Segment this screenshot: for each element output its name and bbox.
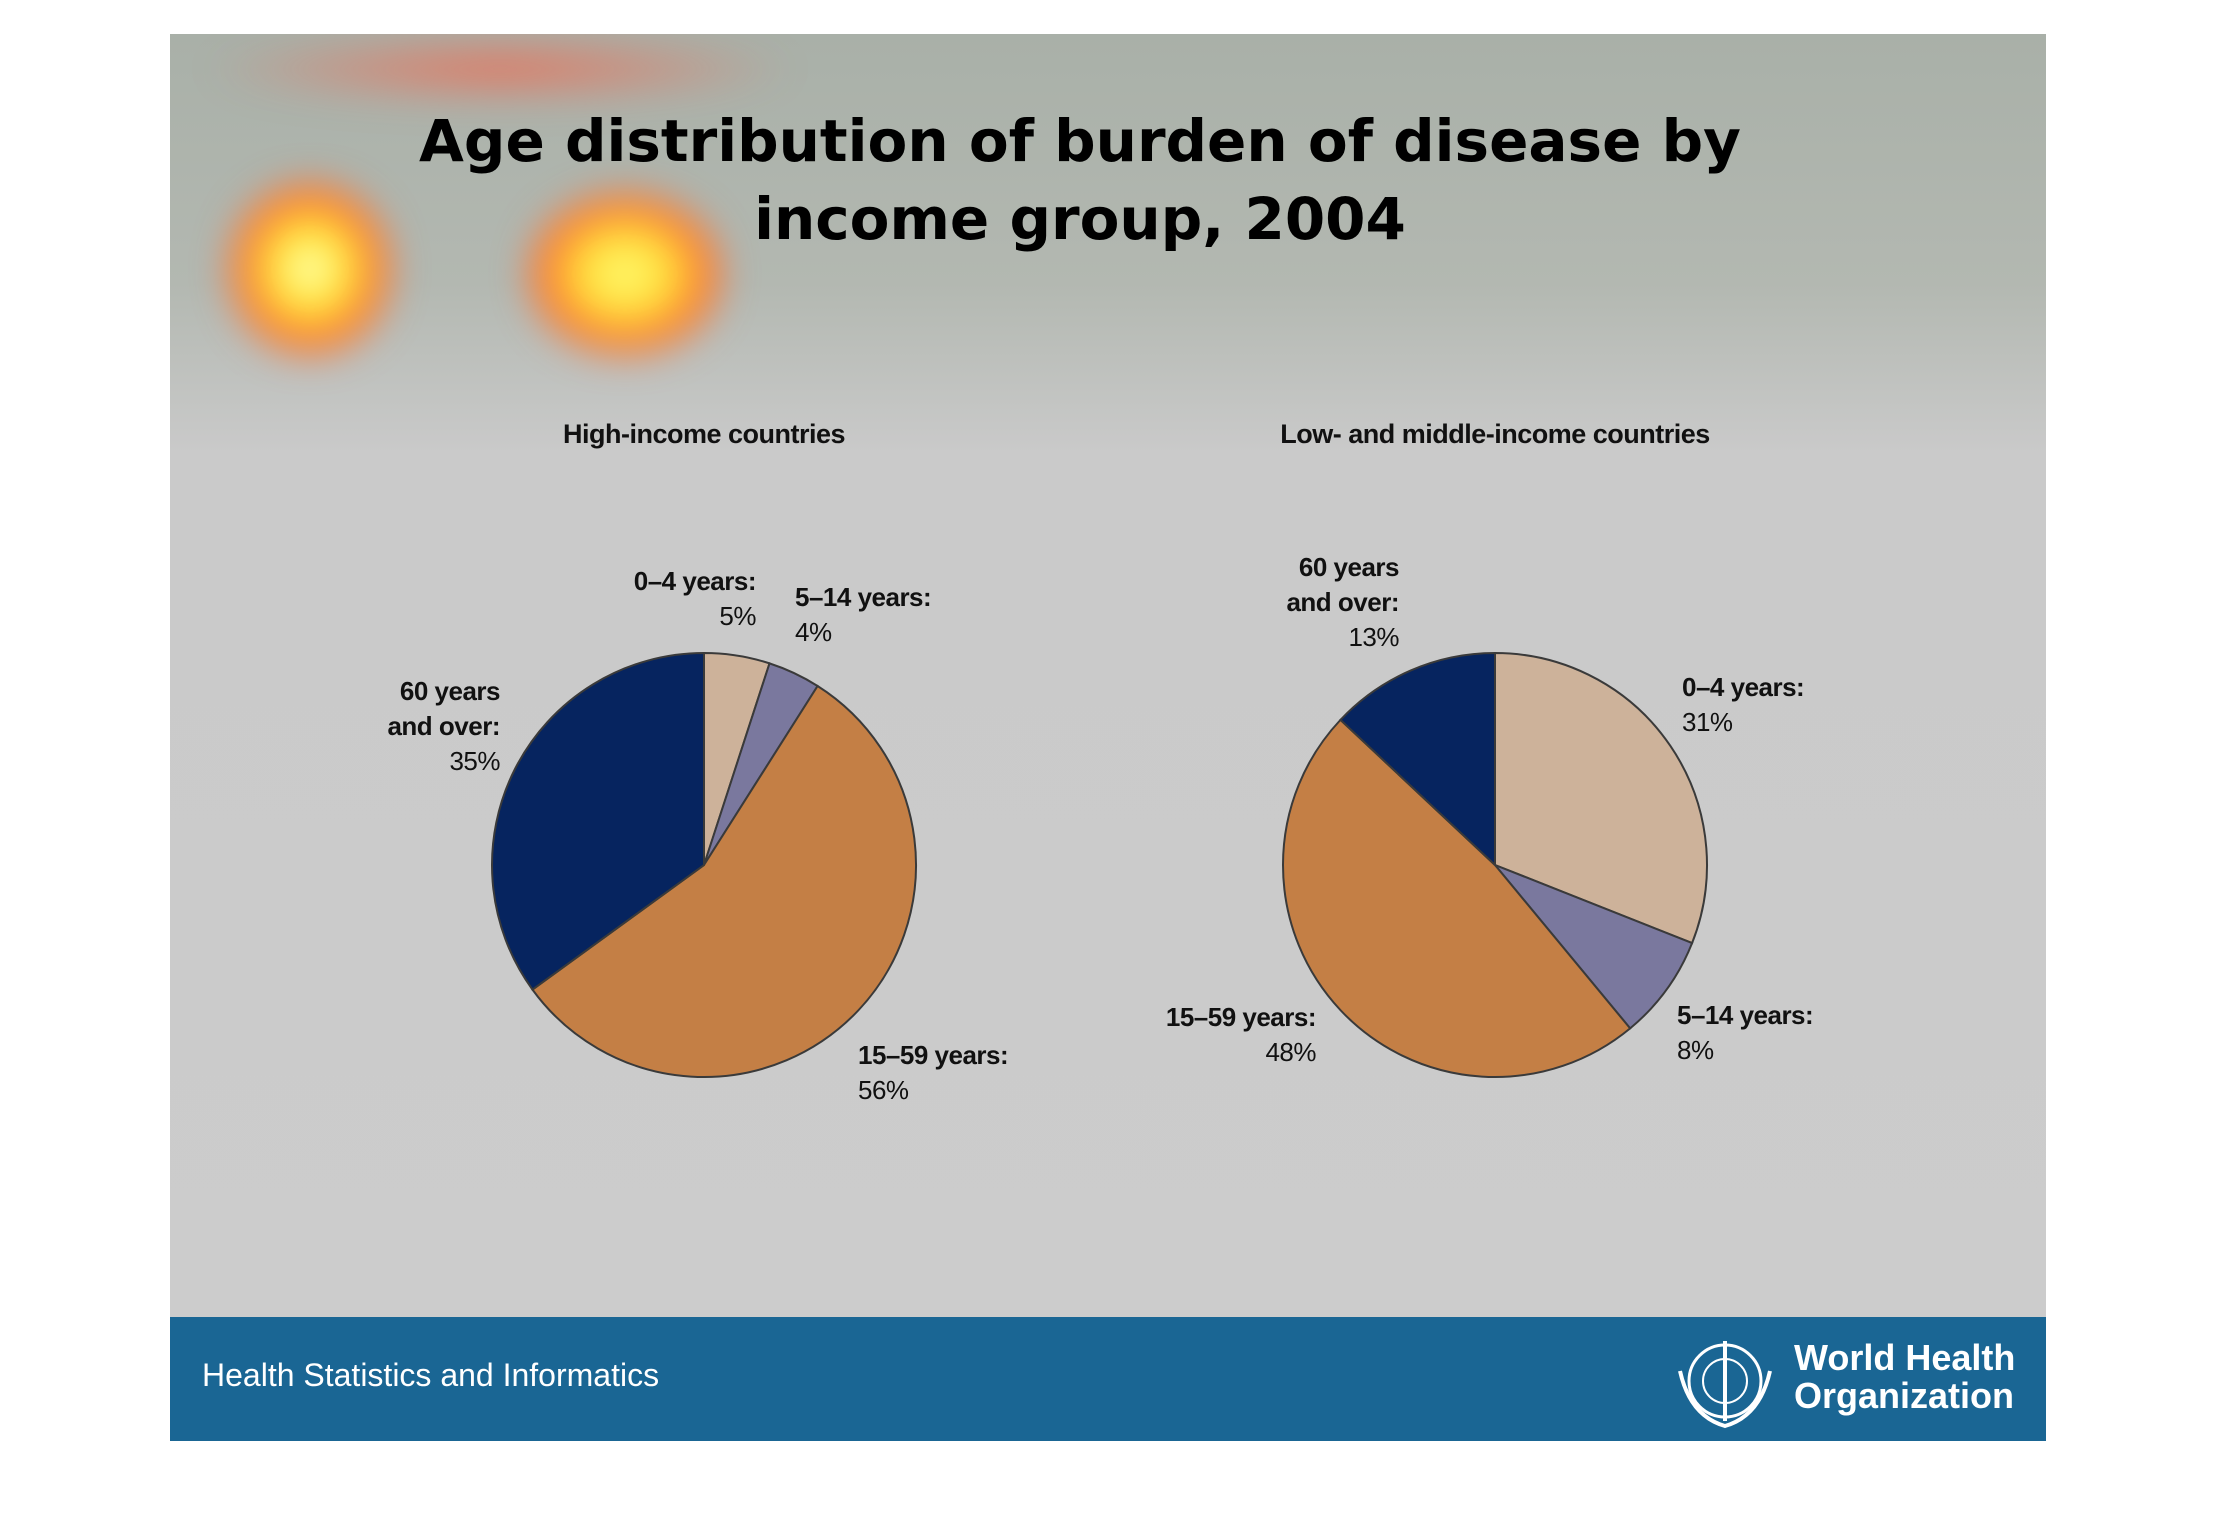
category-label: 15–59 years:: [858, 1040, 1009, 1070]
logo-text: World Health Organization: [1794, 1337, 2016, 1416]
charts: [491, 651, 1708, 1078]
footer: Health Statistics and Informatics World …: [170, 1317, 2046, 1441]
category-label: 5–14 years:: [795, 582, 932, 612]
pie-slice: [1494, 651, 1708, 945]
value-label: 13%: [1348, 622, 1399, 652]
value-label: 5%: [719, 601, 756, 631]
pie-slice: [491, 651, 705, 992]
footer-text: Health Statistics and Informatics: [202, 1357, 660, 1393]
value-label: 8%: [1677, 1035, 1714, 1065]
category-label: 60 years and over:: [1286, 552, 1399, 617]
pie-slice: [1339, 651, 1496, 868]
value-label: 56%: [858, 1075, 909, 1105]
slice-label: 60 years and over: 35%: [370, 674, 500, 779]
chart-subtitle: Low- and middle-income countries: [1280, 419, 1710, 449]
slice-label: 0–4 years: 31%: [1682, 670, 1805, 740]
value-label: 48%: [1265, 1037, 1316, 1067]
category-label: 5–14 years:: [1677, 1000, 1814, 1030]
category-label: 0–4 years:: [1682, 672, 1805, 702]
heat-blob: [200, 34, 800, 104]
heat-blob: [230, 184, 390, 354]
value-label: 31%: [1682, 707, 1733, 737]
slide-title: Age distribution of burden of disease by…: [419, 107, 1741, 253]
slice-label: 5–14 years: 4%: [795, 580, 932, 650]
chart-subtitle: High-income countries: [562, 419, 846, 449]
pie-slice: [531, 684, 917, 1078]
slice-label: 5–14 years: 8%: [1677, 998, 1814, 1068]
slide: Age distribution of burden of disease by…: [170, 34, 2046, 1441]
slice-label: 60 years and over: 13%: [1269, 550, 1399, 655]
category-label: 60 years and over:: [387, 676, 500, 741]
slice-label: 0–4 years: 5%: [633, 564, 757, 634]
value-label: 35%: [449, 746, 500, 776]
category-label: 15–59 years:: [1165, 1002, 1317, 1032]
pie-slice: [1282, 718, 1632, 1078]
who-logo: [1678, 1341, 1772, 1429]
slice-label: 15–59 years: 56%: [858, 1038, 1009, 1108]
heat-blob: [530, 194, 720, 354]
category-label: 0–4 years:: [633, 566, 757, 596]
value-label: 4%: [795, 617, 832, 647]
slice-label: 15–59 years: 48%: [1165, 1000, 1317, 1070]
pie-slice: [1494, 864, 1694, 1030]
